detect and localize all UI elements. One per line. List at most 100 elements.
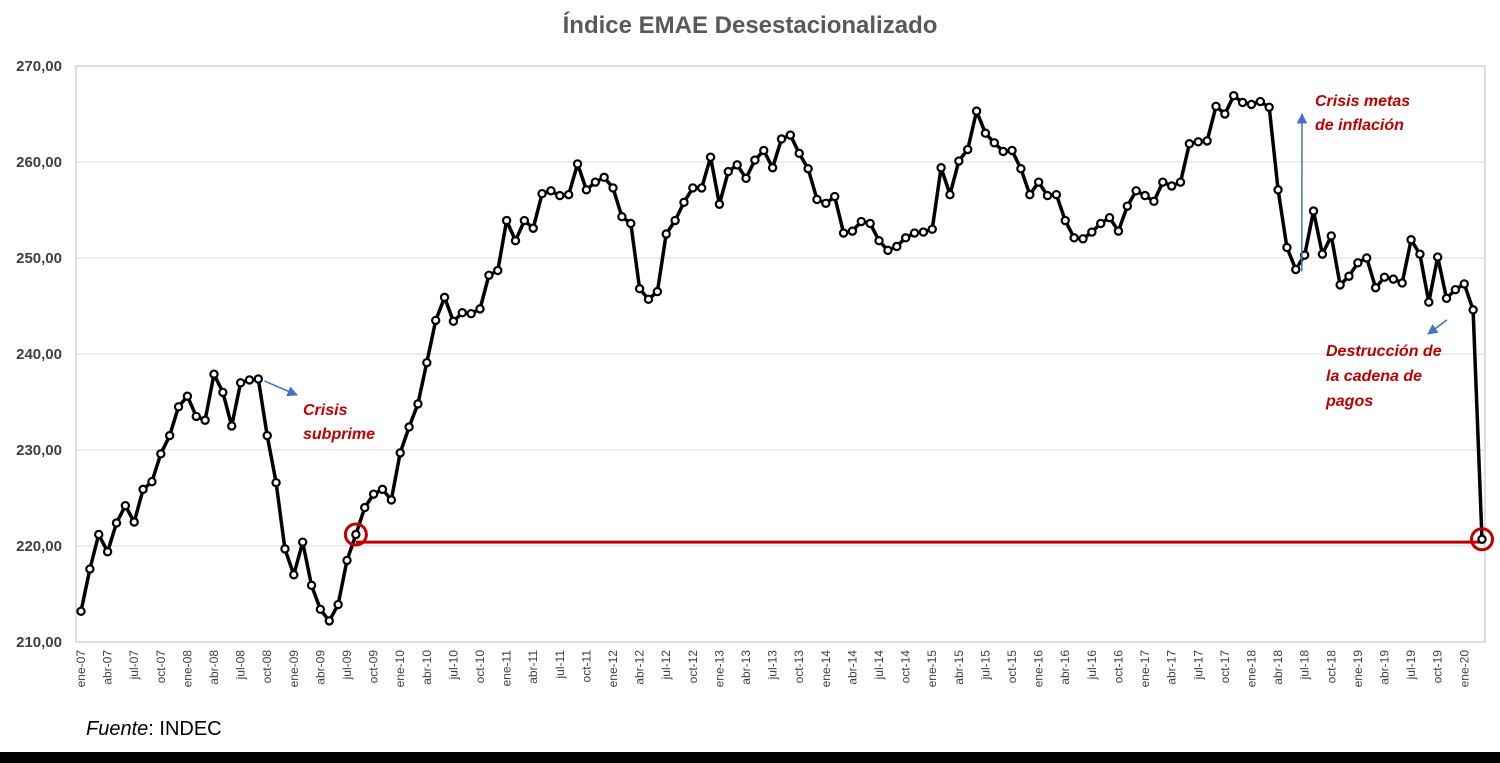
data-point: [945, 189, 955, 200]
series-markers-layer: [76, 91, 1487, 626]
data-point: [1406, 235, 1416, 245]
y-tick-label: 250,00: [16, 250, 62, 267]
data-point: [1308, 206, 1319, 216]
x-tick-label: ene-15: [925, 650, 939, 688]
x-tick-label: jul-17: [1191, 650, 1205, 681]
y-tick-label: 220,00: [16, 538, 62, 555]
highlight-circles-layer: [343, 522, 1494, 552]
data-point: [475, 304, 485, 314]
data-point: [874, 236, 884, 246]
data-point: [1273, 185, 1283, 195]
x-tick-label: ene-13: [712, 650, 726, 688]
chart-title: Índice EMAE Desestacionalizado: [563, 11, 938, 39]
data-point: [1326, 231, 1336, 241]
data-point: [1291, 264, 1301, 275]
data-point: [1255, 96, 1266, 107]
x-tick-label: abr-13: [739, 650, 753, 685]
data-point: [209, 369, 219, 379]
data-point: [1140, 190, 1150, 201]
x-tick-label: abr-15: [952, 650, 966, 685]
source-value: INDEC: [153, 718, 222, 740]
x-tick-label: ene-09: [287, 650, 301, 688]
data-point: [1415, 249, 1425, 259]
data-point: [1166, 181, 1177, 191]
x-tick-label: jul-18: [1298, 650, 1312, 681]
x-tick-label: jul-07: [127, 650, 141, 681]
data-point: [954, 156, 964, 166]
data-point: [1007, 145, 1017, 156]
x-tick-label: ene-16: [1032, 650, 1046, 688]
x-tick-label: ene-11: [500, 650, 514, 687]
data-point: [1220, 109, 1230, 119]
x-tick-label: jul-15: [978, 650, 992, 681]
data-point: [963, 144, 973, 155]
data-point: [1175, 177, 1186, 187]
data-point: [173, 402, 184, 412]
data-point: [147, 476, 157, 487]
data-point: [129, 517, 139, 527]
x-tick-label: abr-10: [420, 650, 434, 685]
x-tick-label: oct-11: [579, 650, 593, 683]
data-point: [333, 599, 343, 610]
x-tick-label: jul-16: [1085, 650, 1099, 681]
data-point: [670, 215, 680, 226]
data-point: [1113, 226, 1124, 236]
data-point: [1353, 258, 1363, 268]
data-point: [1424, 297, 1434, 307]
grid-lines: [76, 161, 1485, 547]
x-tick-label: ene-14: [819, 650, 833, 688]
data-point: [1468, 305, 1478, 315]
data-point: [794, 148, 804, 159]
data-point: [342, 555, 352, 566]
x-tick-label: abr-08: [207, 650, 221, 685]
data-point: [572, 159, 583, 169]
data-point: [883, 245, 893, 256]
data-point: [546, 186, 556, 196]
data-point: [803, 164, 813, 174]
data-point: [360, 502, 370, 513]
data-point: [280, 544, 290, 554]
data-point: [821, 198, 831, 208]
data-point: [1104, 212, 1115, 223]
data-point: [741, 173, 751, 184]
data-point: [120, 500, 131, 511]
data-point: [1370, 283, 1381, 293]
data-point: [510, 236, 521, 246]
data-point: [679, 197, 689, 208]
x-tick-label: abr-09: [313, 650, 327, 685]
plot-area-border: [75, 65, 1486, 643]
y-tick-label: 260,00: [16, 154, 62, 171]
data-point: [847, 226, 858, 236]
x-tick-label: oct-13: [792, 650, 806, 684]
x-tick-label: jul-11: [553, 650, 567, 680]
data-point: [1282, 242, 1292, 253]
data-point: [1441, 293, 1452, 304]
x-tick-label: jul-08: [234, 650, 248, 681]
data-point: [590, 177, 600, 187]
data-point: [244, 375, 255, 385]
data-point: [838, 228, 849, 238]
data-point: [218, 387, 228, 398]
x-tick-label: oct-18: [1324, 650, 1338, 684]
data-point: [439, 292, 450, 303]
data-point: [1122, 201, 1133, 211]
x-tick-label: ene-19: [1351, 650, 1365, 688]
data-point: [1299, 250, 1310, 260]
data-point: [76, 606, 86, 616]
data-point: [918, 227, 929, 237]
x-axis-ticks: ene-07 abr-07 jul-07 oct-07 ene-08 abr-08 jul-…: [74, 650, 1471, 688]
data-point: [519, 215, 530, 226]
data-point: [111, 518, 122, 528]
data-point: [227, 421, 237, 431]
data-point: [785, 130, 796, 140]
data-point: [501, 215, 512, 226]
data-point: [1317, 249, 1328, 259]
data-point: [235, 378, 246, 388]
data-point: [1042, 190, 1053, 201]
data-point: [1087, 227, 1097, 237]
source-separator: :: [148, 718, 154, 740]
data-point: [253, 374, 264, 384]
data-point: [386, 495, 397, 505]
x-tick-label: oct-14: [899, 650, 913, 684]
